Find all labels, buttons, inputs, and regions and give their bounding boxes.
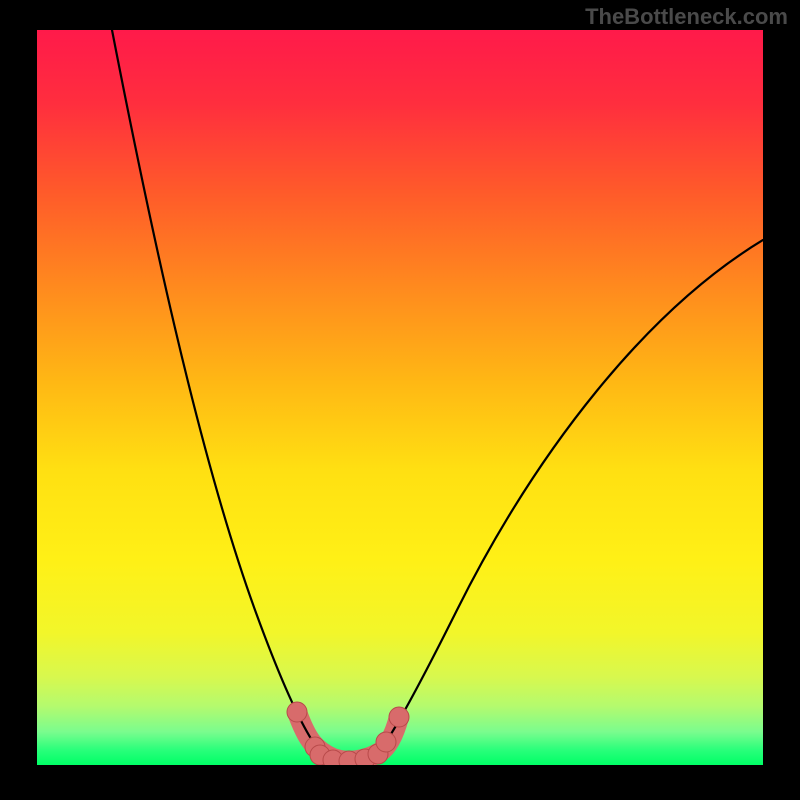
bottleneck-curve bbox=[37, 30, 763, 765]
curve-marker bbox=[389, 707, 409, 727]
curve-marker bbox=[376, 732, 396, 752]
chart-container: TheBottleneck.com bbox=[0, 0, 800, 800]
watermark-text: TheBottleneck.com bbox=[585, 4, 788, 30]
curve-marker bbox=[287, 702, 307, 722]
plot-area bbox=[37, 30, 763, 765]
